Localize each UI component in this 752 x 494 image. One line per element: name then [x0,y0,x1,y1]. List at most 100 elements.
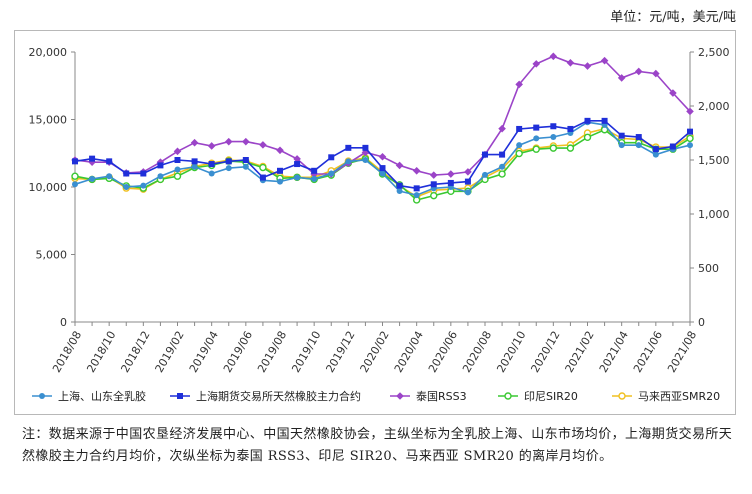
data-point [328,170,335,177]
x-tick-label: 2021/02 [563,329,597,375]
data-point [294,161,301,168]
data-point [207,142,216,150]
x-tick-label: 2020/04 [392,329,426,375]
data-point [413,185,420,192]
x-tick-label: 2018/08 [50,329,84,375]
data-point [583,62,592,70]
data-point [533,124,540,131]
data-point [225,158,232,165]
data-point [584,117,591,124]
x-tick-label: 2020/08 [460,329,494,375]
data-point [686,107,694,116]
data-point [464,189,471,196]
data-point [89,155,96,162]
x-tick-label: 2019/06 [221,329,255,375]
data-point [259,163,267,172]
data-point [311,175,318,182]
x-tick-label: 2018/10 [84,329,118,375]
data-point [618,132,625,139]
legend-label: 上海期货交易所天然橡胶主力合约 [196,389,361,403]
right-y-tick-label: 1,000 [698,208,730,221]
x-tick-label: 2019/02 [153,329,187,375]
left-y-tick-label: 20,000 [29,46,68,59]
x-tick-label: 2020/12 [528,329,562,375]
data-point [549,52,558,61]
data-point [464,168,472,176]
legend-marker [177,393,183,399]
data-point [634,67,643,76]
data-point [600,56,609,65]
data-point [499,151,506,158]
data-point [225,165,232,172]
data-point [687,142,693,149]
data-point [652,146,659,153]
data-point [208,161,215,168]
legend-marker [39,393,45,399]
x-tick-label: 2021/08 [665,329,699,375]
x-tick-label: 2021/04 [597,329,631,375]
data-point [686,134,694,143]
data-point [89,175,96,182]
legend-marker [504,392,512,400]
data-point [379,165,386,172]
data-point [345,144,352,151]
data-point [276,146,284,155]
data-point [72,181,78,188]
legend-marker [618,392,626,400]
data-point [173,147,182,156]
series-line [74,128,691,201]
data-point [140,182,147,189]
legend-label: 上海、山东全乳胶 [58,389,146,403]
x-tick-label: 2019/04 [187,329,221,375]
chart-frame [14,30,736,415]
rubber-price-chart: 0 5,000 10,000 15,000 20,000 0 500 1,000 1,500 2,… [29,46,730,403]
data-point [430,191,438,200]
data-point [242,157,249,163]
data-point [345,158,352,165]
data-point [532,145,540,153]
data-point [208,170,215,177]
data-point [294,174,301,181]
data-point [652,69,660,78]
data-point [430,181,437,188]
data-point [362,157,369,163]
data-point [498,124,506,133]
footnote: 注：数据来源于中国农垦经济发展中心、中国天然橡胶协会，主纵坐标为全乳胶上海、山东… [22,427,733,464]
data-point [583,133,592,142]
data-point [601,117,608,124]
left-y-tick-label: 15,000 [29,114,68,127]
data-point [140,170,147,177]
data-point [635,134,642,141]
data-point [123,170,130,177]
x-tick-label: 2020/02 [358,329,392,375]
data-point [482,151,488,158]
data-point [566,59,575,67]
data-point [378,152,387,161]
legend-label: 马来西亚SMR20 [638,390,720,403]
data-point [550,123,557,130]
data-point [157,162,164,169]
data-point [447,170,455,178]
data-point [687,128,693,135]
data-point [515,80,523,89]
data-point [447,179,454,186]
data-point [464,178,471,185]
data-point [396,182,403,189]
data-point [533,135,540,142]
unit-label: 单位：元/吨，美元/吨 [610,10,736,25]
x-tick-label: 2018/12 [118,329,152,375]
data-point [652,151,659,158]
data-point [106,158,113,165]
x-tick-label: 2020/06 [426,329,460,375]
data-point [293,155,301,163]
data-point [516,125,523,132]
data-point [190,138,199,147]
data-point [259,141,267,149]
left-y-tick-label: 5,000 [36,249,68,262]
data-point [191,163,198,170]
data-point [277,178,283,185]
data-point [669,143,676,150]
data-point [123,184,130,190]
data-point [174,166,181,173]
data-point [498,170,506,178]
